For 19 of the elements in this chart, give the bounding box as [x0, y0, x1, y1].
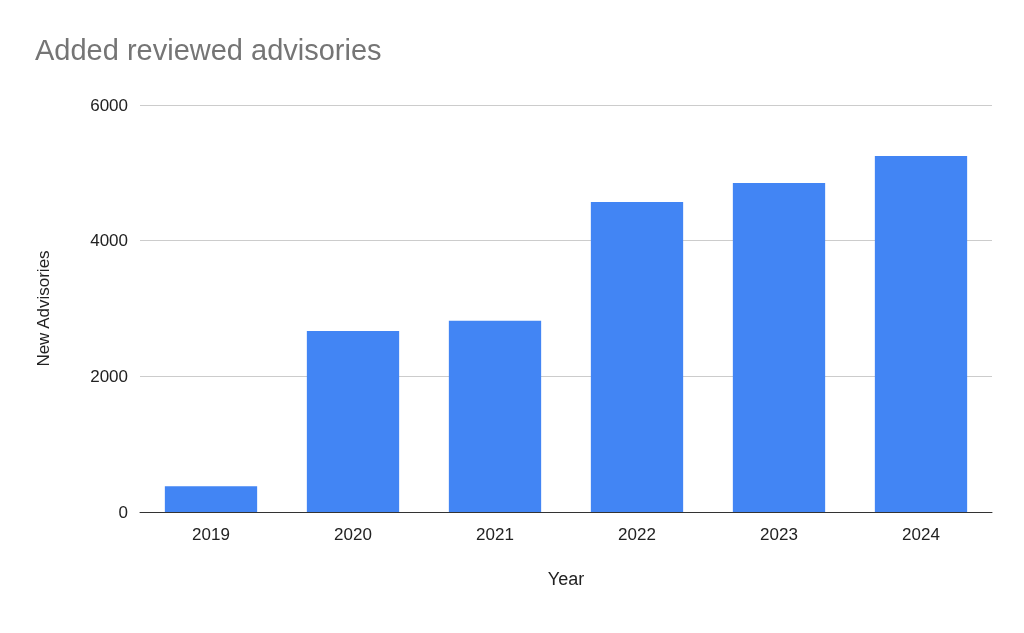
x-tick-label: 2023 — [760, 525, 798, 544]
bar — [732, 183, 826, 512]
x-tick-label: 2020 — [334, 525, 372, 544]
y-tick-label: 4000 — [90, 231, 128, 251]
y-tick-label: 0 — [118, 502, 128, 522]
bar — [590, 202, 684, 512]
bar — [448, 320, 542, 512]
y-tick-label: 2000 — [90, 366, 128, 386]
x-tick-label: 2019 — [192, 525, 230, 544]
bar — [164, 486, 258, 512]
chart-title: Added reviewed advisories — [35, 33, 382, 66]
x-tick-label: 2024 — [902, 525, 940, 544]
y-tick-label: 6000 — [90, 95, 128, 115]
y-axis-title: New Advisories — [34, 250, 53, 367]
bar — [306, 330, 400, 512]
x-axis-title: Year — [547, 569, 585, 589]
x-tick-label: 2021 — [476, 525, 514, 544]
x-tick-label: 2022 — [618, 525, 656, 544]
bar — [874, 155, 968, 512]
